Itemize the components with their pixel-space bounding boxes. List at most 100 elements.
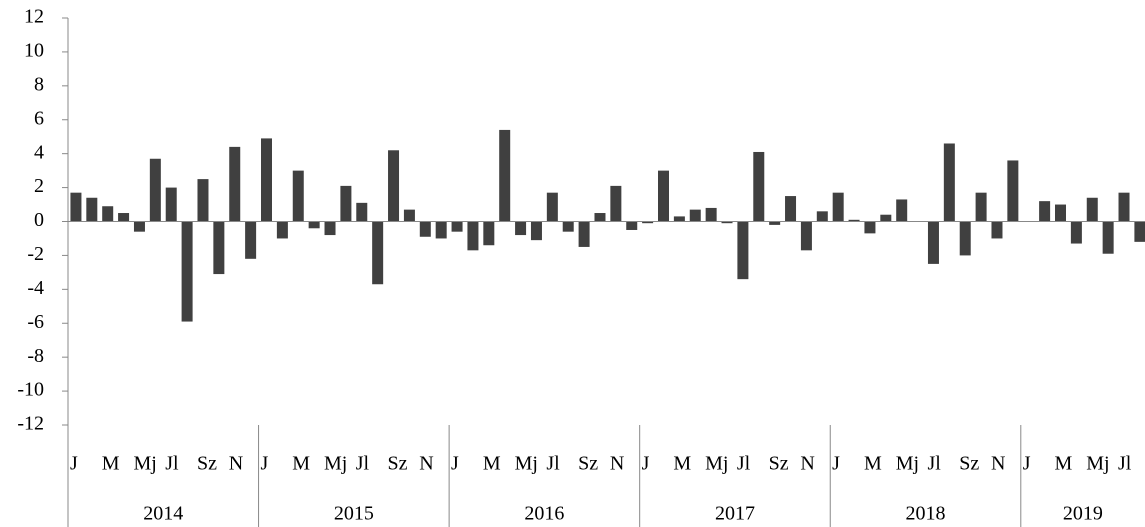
bar [530, 221, 542, 241]
bar [626, 221, 638, 230]
bar [388, 150, 400, 222]
x-tick-label: N [229, 453, 243, 475]
bar [372, 221, 384, 285]
bar [721, 221, 733, 224]
bar [864, 221, 876, 234]
bar [594, 213, 606, 222]
bar [86, 197, 98, 222]
y-tick-label: 2 [34, 175, 44, 197]
x-tick-label: M [673, 453, 691, 475]
x-tick-label: J [832, 453, 840, 475]
x-tick-label: M [292, 453, 310, 475]
bar [483, 221, 495, 246]
x-tick-label: Jl [356, 453, 370, 475]
x-tick-label: J [261, 453, 269, 475]
bar [610, 185, 622, 222]
year-label: 2017 [715, 503, 755, 525]
x-tick-label: M [864, 453, 882, 475]
bar [102, 206, 114, 222]
y-tick-label: 8 [34, 73, 44, 95]
y-tick-label: 10 [24, 40, 44, 62]
y-tick-label: -12 [17, 413, 44, 435]
x-tick-label: Mj [515, 453, 538, 475]
y-tick-label: 0 [34, 209, 44, 231]
x-tick-label: Jl [737, 453, 751, 475]
bar [165, 187, 177, 222]
bar [737, 221, 749, 280]
y-tick-label: -2 [27, 243, 44, 265]
bar [896, 199, 908, 222]
x-tick-label: J [451, 453, 459, 475]
bar [816, 211, 828, 222]
y-tick-label: 12 [24, 6, 44, 28]
bar [499, 129, 511, 222]
x-tick-label: Sz [197, 453, 217, 475]
x-tick-label: Mj [1086, 453, 1109, 475]
bar [880, 214, 892, 222]
bar [213, 221, 225, 275]
bar [149, 158, 161, 222]
bar [435, 221, 447, 239]
bar [276, 221, 288, 239]
bar [689, 209, 701, 222]
x-tick-label: J [1023, 453, 1031, 475]
bar [546, 192, 558, 222]
y-tick-label: -4 [27, 277, 44, 299]
bar [800, 221, 812, 251]
bar [419, 221, 431, 237]
x-tick-label: M [483, 453, 501, 475]
bar [261, 138, 272, 222]
bar [673, 216, 685, 222]
bar [1055, 204, 1066, 222]
bar [515, 221, 527, 236]
x-tick-label: N [800, 453, 814, 475]
x-tick-label: N [610, 453, 624, 475]
bar [1086, 197, 1098, 222]
bar [1102, 221, 1114, 254]
y-tick-label: -10 [17, 379, 44, 401]
x-tick-label: Mj [133, 453, 156, 475]
x-tick-label: Mj [896, 453, 919, 475]
bar [1118, 192, 1130, 222]
bar [308, 221, 320, 229]
bar [1007, 160, 1019, 222]
bar [197, 179, 209, 222]
x-tick-label: Mj [705, 453, 728, 475]
bar [943, 143, 955, 222]
bar [356, 202, 368, 222]
bar [562, 221, 574, 232]
x-tick-label: Jl [1118, 453, 1132, 475]
bar [927, 221, 939, 264]
bar [1070, 221, 1082, 244]
x-tick-label: Jl [927, 453, 941, 475]
x-tick-label: Sz [769, 453, 789, 475]
bar [451, 221, 463, 232]
bar [642, 221, 654, 224]
x-tick-label: Jl [165, 453, 179, 475]
x-tick-label: Sz [388, 453, 408, 475]
x-tick-label: M [1055, 453, 1073, 475]
y-tick-label: 4 [34, 141, 44, 163]
bar [753, 151, 765, 222]
bar [975, 192, 987, 222]
year-label: 2015 [334, 503, 374, 525]
bar [133, 221, 145, 232]
bar [832, 192, 844, 222]
bar [658, 170, 669, 222]
x-tick-label: Mj [324, 453, 347, 475]
bar [324, 221, 336, 236]
y-tick-label: -6 [27, 311, 44, 333]
x-tick-label: N [991, 453, 1005, 475]
year-label: 2016 [524, 503, 564, 525]
bar [769, 221, 781, 225]
x-tick-label: N [419, 453, 433, 475]
bar [848, 219, 860, 222]
bar [340, 185, 352, 222]
x-tick-label: Jl [546, 453, 560, 475]
bar [1039, 201, 1051, 222]
x-tick-label: J [642, 453, 650, 475]
x-tick-label: Sz [578, 453, 598, 475]
x-tick-label: Sz [959, 453, 979, 475]
bar [118, 213, 130, 222]
